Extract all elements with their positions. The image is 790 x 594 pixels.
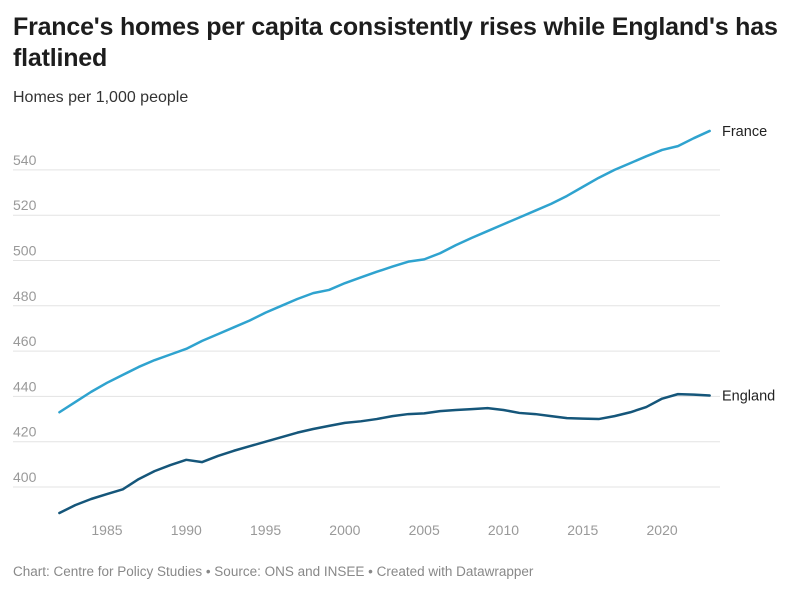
x-tick-label: 2020 bbox=[647, 522, 678, 538]
x-tick-label: 2015 bbox=[567, 522, 598, 538]
y-tick-label: 500 bbox=[13, 243, 37, 259]
y-tick-label: 420 bbox=[13, 424, 37, 440]
y-tick-label: 540 bbox=[13, 152, 37, 168]
series-line-england bbox=[58, 392, 711, 515]
y-tick-label: 520 bbox=[13, 197, 37, 213]
series-line-france bbox=[58, 129, 711, 414]
y-tick-label: 460 bbox=[13, 333, 37, 349]
y-tick-label: 480 bbox=[13, 288, 37, 304]
series-label-england: England bbox=[722, 388, 775, 404]
x-tick-label: 1985 bbox=[91, 522, 122, 538]
x-tick-label: 1990 bbox=[171, 522, 202, 538]
y-tick-label: 440 bbox=[13, 378, 37, 394]
y-tick-label: 400 bbox=[13, 469, 37, 485]
chart-title: France's homes per capita consistently r… bbox=[13, 13, 778, 72]
x-tick-label: 2005 bbox=[409, 522, 440, 538]
x-tick-label: 2000 bbox=[329, 522, 360, 538]
x-tick-label: 1995 bbox=[250, 522, 281, 538]
x-tick-label: 2010 bbox=[488, 522, 519, 538]
chart-subtitle: Homes per 1,000 people bbox=[13, 89, 189, 106]
series-label-france: France bbox=[722, 124, 767, 140]
chart-footer: Chart: Centre for Policy Studies • Sourc… bbox=[13, 564, 534, 579]
